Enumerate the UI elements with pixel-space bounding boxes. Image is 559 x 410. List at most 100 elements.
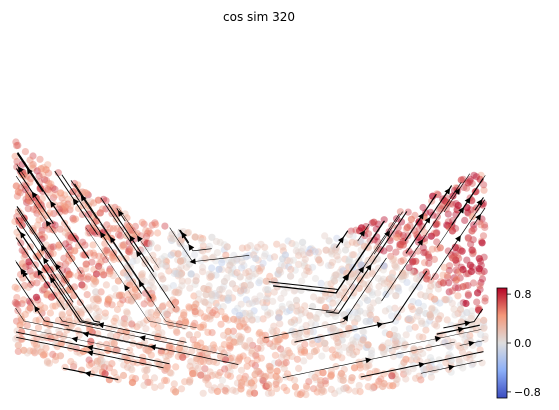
scatter-point — [212, 299, 220, 307]
scatter-point — [413, 231, 421, 239]
scatter-point — [92, 229, 100, 237]
scatter-point — [242, 323, 250, 331]
scatter-point — [335, 299, 343, 307]
scatter-point — [345, 258, 353, 266]
scatter-point — [237, 300, 245, 308]
scatter-point — [81, 189, 89, 197]
scatter-point — [94, 196, 102, 204]
scatter-point — [426, 354, 435, 362]
scatter-point — [78, 210, 86, 219]
scatter-point — [42, 264, 50, 272]
scatter-point — [37, 348, 45, 356]
scatter-point — [428, 305, 436, 313]
scatter-point — [210, 253, 218, 261]
scatter-point — [327, 371, 335, 379]
scatter-point — [440, 263, 448, 271]
scatter-point — [417, 317, 425, 325]
scatter-point — [196, 234, 204, 242]
scatter-point — [180, 309, 188, 317]
scatter-point — [451, 284, 459, 292]
scatter-point — [481, 332, 489, 340]
colorbar-tick-label: −0.8 — [514, 386, 541, 399]
scatter-point — [174, 249, 182, 257]
scatter-point — [142, 346, 150, 354]
scatter-point — [360, 334, 368, 342]
scatter-point — [362, 317, 370, 326]
scatter-point — [262, 286, 270, 294]
scatter-point — [431, 295, 439, 303]
scatter-point — [221, 386, 229, 395]
scatter-point — [449, 254, 457, 262]
scatter-point — [24, 197, 32, 205]
scatter-point — [248, 299, 256, 307]
scatter-point — [474, 289, 482, 297]
streamline-arrow — [43, 257, 49, 265]
scatter-point — [275, 336, 283, 344]
scatter-point — [293, 302, 301, 310]
scatter-point — [454, 244, 462, 252]
scatter-point — [39, 214, 47, 222]
scatter-point — [410, 346, 418, 354]
scatter-point — [140, 300, 148, 308]
scatter-point — [150, 374, 159, 382]
scatter-point — [60, 199, 68, 207]
scatter-point — [122, 255, 130, 263]
scatter-point — [143, 239, 151, 248]
scatter-point — [87, 337, 95, 345]
scatter-point — [402, 268, 410, 276]
scatter-point — [192, 300, 200, 308]
scatter-point — [332, 326, 340, 335]
scatter-point — [158, 303, 167, 311]
scatter-point — [61, 206, 69, 214]
scatter-point — [265, 362, 273, 370]
scatter-point — [286, 374, 294, 382]
scatter-point — [451, 311, 459, 319]
scatter-point — [316, 334, 324, 342]
streamline-arrow — [137, 235, 143, 243]
scatter-point — [208, 296, 216, 304]
scatter-point — [256, 292, 264, 300]
scatter-point — [249, 341, 257, 349]
scatter-point — [164, 363, 172, 371]
scatter-point — [380, 380, 388, 388]
scatter-point — [46, 266, 54, 274]
scatter-point — [357, 261, 365, 269]
scatter-point — [455, 358, 463, 366]
scatter-point — [397, 218, 406, 226]
scatter-point — [185, 303, 193, 311]
streamline-arrow — [476, 199, 483, 206]
scatter-point — [422, 309, 430, 318]
scatter-point — [358, 262, 367, 270]
scatter-point — [345, 349, 354, 357]
scatter-point — [393, 338, 401, 346]
scatter-point — [372, 255, 380, 263]
scatter-point — [410, 345, 418, 353]
scatter-point — [177, 270, 185, 278]
scatter-point — [40, 164, 48, 172]
scatter-point — [341, 246, 350, 254]
scatter-point — [468, 213, 476, 221]
scatter-point — [104, 248, 112, 256]
scatter-point — [468, 179, 476, 188]
scatter-point — [340, 343, 348, 351]
scatter-point — [283, 370, 292, 378]
scatter-point — [409, 297, 417, 306]
scatter-point — [172, 327, 180, 335]
scatter-point — [103, 346, 111, 354]
scatter-point — [83, 189, 91, 198]
scatter-point — [191, 251, 199, 259]
scatter-point — [321, 339, 329, 347]
scatter-point — [102, 340, 110, 348]
scatter-point — [440, 202, 448, 210]
scatter-point — [18, 300, 26, 308]
scatter-point — [369, 299, 377, 307]
scatter-point — [341, 246, 350, 254]
scatter-point — [23, 349, 31, 357]
scatter-point — [453, 252, 461, 260]
scatter-point — [270, 277, 278, 285]
scatter-point — [327, 371, 335, 379]
scatter-point — [185, 378, 194, 386]
scatter-point — [356, 261, 364, 269]
scatter-point — [332, 334, 340, 343]
streamline-arrow — [109, 236, 116, 244]
